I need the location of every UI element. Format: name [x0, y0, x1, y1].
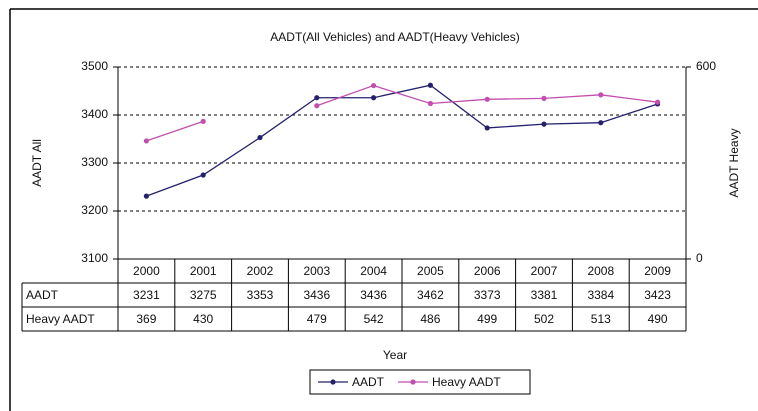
- table-row-label: AADT: [26, 288, 59, 302]
- table-value: 3275: [190, 288, 217, 302]
- legend-label: Heavy AADT: [432, 375, 501, 389]
- table-value: 3384: [587, 288, 614, 302]
- y2-tick-label: 600: [696, 59, 716, 73]
- x-axis-label: Year: [383, 348, 407, 362]
- table-value: 3231: [133, 288, 160, 302]
- marker: [541, 121, 547, 127]
- marker: [371, 95, 377, 101]
- x-tick-label: 2005: [417, 264, 444, 278]
- y-tick-label: 3300: [81, 155, 108, 169]
- table-value: 3353: [247, 288, 274, 302]
- y2-axis-label: AADT Heavy: [727, 128, 741, 197]
- marker: [143, 193, 149, 199]
- marker: [143, 138, 149, 144]
- legend-marker: [330, 379, 336, 385]
- marker: [371, 82, 377, 89]
- table-value: 3436: [303, 288, 330, 302]
- table-value: 430: [193, 312, 213, 326]
- y-tick-label: 3100: [81, 251, 108, 265]
- table-value: 479: [307, 312, 327, 326]
- table-value: 3423: [644, 288, 671, 302]
- x-tick-label: 2006: [474, 264, 501, 278]
- line-series: [146, 84, 658, 142]
- legend-marker: [410, 379, 416, 385]
- x-tick-label: 2008: [587, 264, 614, 278]
- marker: [200, 172, 206, 178]
- x-tick-label: 2000: [133, 264, 160, 278]
- marker: [598, 120, 604, 126]
- table-value: 3381: [531, 288, 558, 302]
- x-tick-label: 2003: [303, 264, 330, 278]
- table-row-label: Heavy AADT: [26, 312, 95, 326]
- table-value: 3373: [474, 288, 501, 302]
- marker: [427, 100, 433, 107]
- marker: [484, 96, 490, 102]
- table-value: 502: [534, 312, 554, 326]
- marker: [314, 95, 320, 101]
- table-value: 513: [591, 312, 611, 326]
- table-value: 499: [477, 312, 497, 326]
- marker: [541, 95, 547, 101]
- y-tick-label: 3400: [81, 107, 108, 121]
- marker: [598, 92, 604, 98]
- marker: [200, 118, 206, 124]
- table-value: 3462: [417, 288, 444, 302]
- y-tick-label: 3200: [81, 203, 108, 217]
- table-value: 486: [420, 312, 440, 326]
- table-value: 542: [364, 312, 384, 326]
- marker: [484, 125, 490, 131]
- chart-title: AADT(All Vehicles) and AADT(Heavy Vehicl…: [270, 30, 519, 44]
- x-tick-label: 2004: [360, 264, 387, 278]
- table-value: 3436: [360, 288, 387, 302]
- legend-label: AADT: [352, 375, 385, 389]
- line-series: [146, 84, 658, 197]
- marker: [655, 99, 661, 105]
- y-axis-label: AADT All: [30, 139, 44, 187]
- marker: [427, 82, 433, 88]
- y2-tick-label: 0: [696, 251, 703, 265]
- x-tick-label: 2007: [531, 264, 558, 278]
- marker: [257, 134, 263, 141]
- x-tick-label: 2002: [247, 264, 274, 278]
- table-value: 369: [136, 312, 156, 326]
- marker: [314, 103, 320, 109]
- x-tick-label: 2009: [644, 264, 671, 278]
- x-tick-label: 2001: [190, 264, 217, 278]
- table-value: 490: [648, 312, 668, 326]
- y-tick-label: 3500: [81, 59, 108, 73]
